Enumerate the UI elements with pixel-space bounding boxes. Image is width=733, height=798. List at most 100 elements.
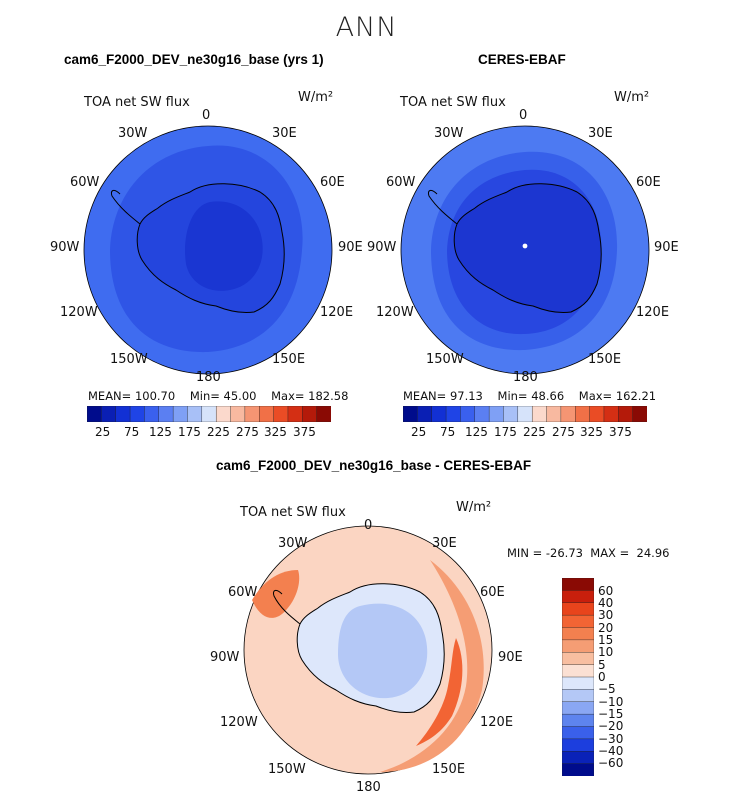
obs-colorbar-ticks: 25 75 125 175 225 275 325 375 [403, 425, 647, 441]
colorbar-swatch [562, 726, 594, 740]
colorbar-swatch [87, 406, 102, 422]
model-lon-label-right-upper: 60E [320, 175, 345, 190]
colorbar-tick: 25 [95, 425, 111, 439]
model-lon-label-left-upper: 60W [70, 175, 100, 190]
max-label: MAX = [590, 546, 630, 560]
model-lon-label-right: 90E [338, 240, 363, 255]
obs-lon-label-left-lower: 120W [376, 305, 414, 320]
colorbar-tick: 375 [293, 425, 316, 439]
colorbar-tick: 20 [598, 621, 614, 635]
obs-units: W/m² [614, 90, 650, 105]
colorbar-swatch [562, 751, 594, 765]
model-colorbar-ticks: 25 75 125 175 225 275 325 375 [87, 425, 331, 441]
colorbar-tick: 0 [598, 670, 606, 684]
obs-lon-label-top: 0 [519, 108, 528, 123]
figure-title: ANN [335, 12, 398, 43]
min-value: -26.73 [545, 546, 583, 560]
diff-map-negative-anomaly [338, 603, 428, 699]
colorbar-tick: 75 [124, 425, 140, 439]
diff-lon-label-top: 0 [364, 518, 373, 533]
antarctic-peninsula [428, 189, 458, 225]
diff-lon-label-left-upper: 60W [228, 585, 258, 600]
colorbar-swatch [546, 406, 562, 422]
colorbar-swatch [129, 406, 146, 422]
colorbar-swatch [517, 406, 533, 422]
colorbar-swatch [503, 406, 519, 422]
colorbar-tick: 225 [207, 425, 230, 439]
colorbar-swatch [172, 406, 189, 422]
colorbar-swatch [316, 406, 331, 422]
colorbar-tick: 30 [598, 608, 614, 622]
max-value: 162.21 [615, 389, 657, 403]
obs-panel-title: CERES-EBAF [478, 52, 566, 67]
obs-lon-label-left-upper: 60W [386, 175, 416, 190]
colorbar-swatch [562, 602, 594, 616]
obs-lon-label-upper-left: 30W [434, 126, 464, 141]
model-lon-label-lower-right: 150E [272, 352, 306, 367]
obs-lon-label-lower-right: 150E [588, 352, 622, 367]
diff-map-strong-positive [416, 638, 463, 746]
model-colorbar [87, 406, 331, 422]
obs-polar-map [400, 125, 650, 375]
max-value: 24.96 [636, 546, 670, 560]
min-label: Min= [497, 389, 528, 403]
colorbar-tick: 375 [609, 425, 632, 439]
colorbar-swatch [201, 406, 217, 422]
colorbar-swatch [562, 652, 594, 666]
colorbar-swatch [474, 406, 490, 422]
obs-field-label: TOA net SW flux [400, 95, 506, 110]
colorbar-swatch [603, 406, 619, 422]
diff-units: W/m² [456, 500, 492, 515]
colorbar-swatch [560, 406, 576, 422]
colorbar-swatch [562, 578, 594, 591]
antarctica-outline [453, 183, 602, 313]
colorbar-tick: −5 [598, 682, 616, 696]
diff-lon-label-bottom: 180 [356, 780, 381, 795]
colorbar-swatch [273, 406, 289, 422]
colorbar-tick: −20 [598, 719, 624, 733]
model-units: W/m² [298, 90, 334, 105]
diff-panel-title: cam6_F2000_DEV_ne30g16_base - CERES-EBAF [216, 458, 532, 473]
model-lon-label-upper-left: 30W [118, 126, 148, 141]
diff-stats: MIN = -26.73 MAX = 24.96 [507, 546, 669, 560]
colorbar-swatch [488, 406, 505, 422]
colorbar-tick: 25 [411, 425, 427, 439]
colorbar-tick: 40 [598, 596, 614, 610]
obs-lon-label-right: 90E [654, 240, 679, 255]
colorbar-swatch [562, 614, 594, 629]
colorbar-swatch [403, 406, 418, 422]
colorbar-tick: −15 [598, 707, 624, 721]
colorbar-swatch [632, 406, 647, 422]
model-field-label: TOA net SW flux [84, 95, 190, 110]
colorbar-tick: 125 [465, 425, 488, 439]
colorbar-swatch [230, 406, 246, 422]
model-polar-map [83, 125, 333, 375]
diff-field-label: TOA net SW flux [240, 505, 346, 520]
colorbar-tick: 175 [494, 425, 517, 439]
mean-value: 100.70 [134, 389, 176, 403]
diff-lon-label-right: 90E [498, 650, 523, 665]
colorbar-swatch [187, 406, 203, 422]
colorbar-tick: 175 [178, 425, 201, 439]
colorbar-swatch [431, 406, 447, 422]
colorbar-swatch [531, 406, 548, 422]
max-label: Max= [578, 389, 613, 403]
colorbar-swatch [144, 406, 160, 422]
diff-colorbar-ticks: 60 40 30 20 15 10 5 0 −5 −10 −15 −20 −30… [598, 578, 638, 778]
colorbar-tick: 325 [580, 425, 603, 439]
colorbar-swatch [562, 639, 594, 653]
colorbar-swatch [417, 406, 433, 422]
colorbar-swatch [460, 406, 476, 422]
colorbar-swatch [562, 590, 594, 604]
model-lon-label-left: 90W [50, 240, 80, 255]
obs-lon-label-bottom: 180 [513, 370, 538, 385]
colorbar-tick: 60 [598, 584, 614, 598]
obs-lon-label-right-upper: 60E [636, 175, 661, 190]
diff-lon-label-upper-left: 30W [278, 536, 308, 551]
diff-map-west-anomaly [252, 570, 300, 618]
obs-colorbar [403, 406, 647, 422]
colorbar-swatch [259, 406, 275, 422]
colorbar-swatch [562, 627, 594, 641]
colorbar-tick: 75 [440, 425, 456, 439]
antarctic-peninsula [273, 589, 301, 625]
